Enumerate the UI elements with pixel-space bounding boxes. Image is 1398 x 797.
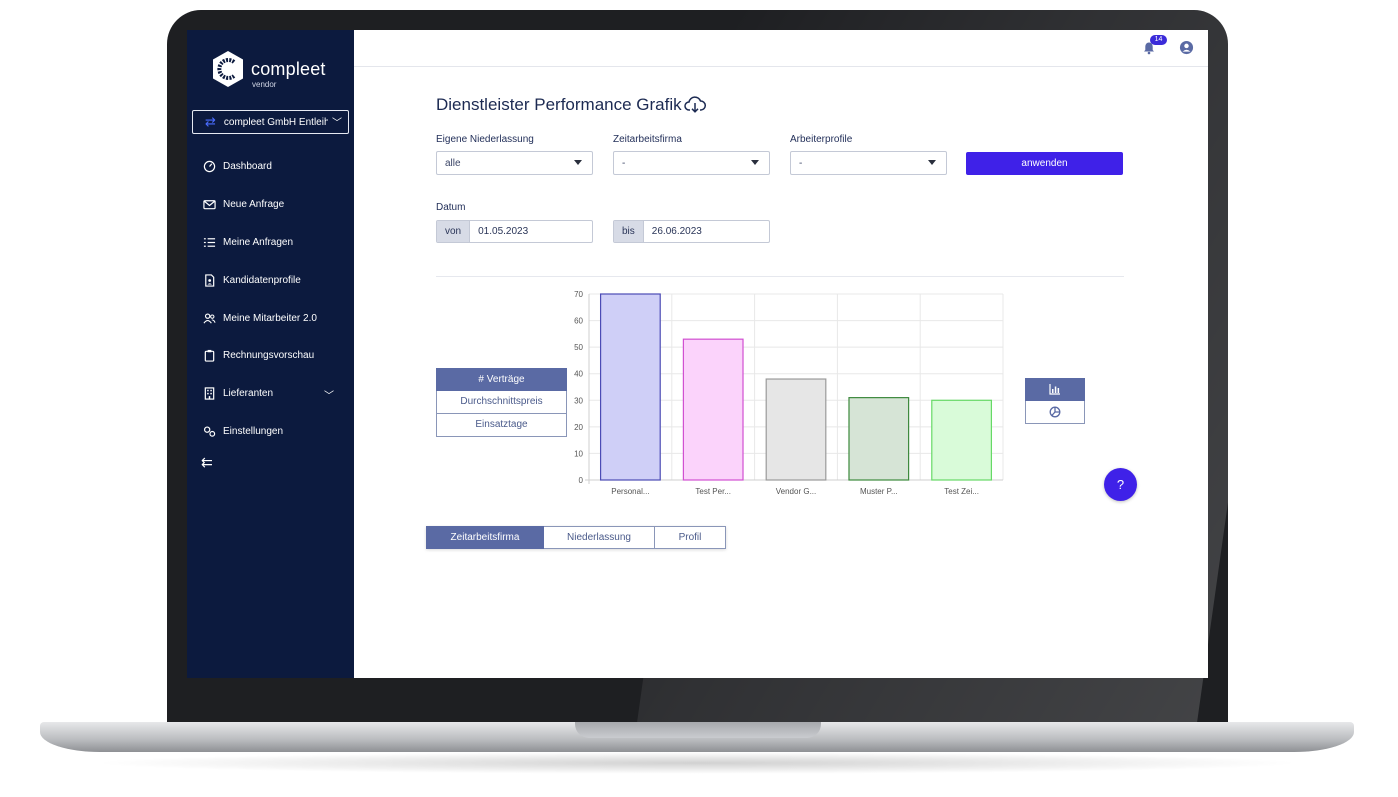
clipboard-icon (204, 350, 215, 363)
apply-button[interactable]: anwenden (966, 152, 1123, 175)
y-tick-label: 60 (574, 317, 583, 326)
y-tick-label: 40 (574, 370, 583, 379)
brand-sub: vendor (252, 80, 277, 89)
company-name: compleet GmbH Entleih (223, 116, 328, 128)
app-screen: compleet vendor ⇄ compleet GmbH Entleih … (187, 30, 1208, 678)
settings-gears-icon (203, 426, 216, 437)
top-bar: 14 (354, 30, 1208, 67)
group-tabs: Zeitarbeitsfirma Niederlassung Profil (426, 526, 726, 549)
caret-down-icon (928, 160, 936, 165)
company-switcher[interactable]: ⇄ compleet GmbH Entleih ﹀ (192, 110, 349, 134)
date-to-input[interactable]: 26.06.2023 (651, 226, 702, 237)
sidebar-item-label: Dashboard (223, 161, 272, 173)
arbeiterprofile-label: Arbeiterprofile (790, 134, 853, 145)
sidebar-item-label: Meine Anfragen (223, 236, 294, 248)
sidebar-item-meine-mitarbeiter[interactable]: Meine Mitarbeiter 2.0 (187, 299, 354, 337)
sidebar-item-kandidatenprofile[interactable]: Kandidatenprofile (187, 261, 354, 299)
swap-arrows-icon: ⇄ (205, 114, 216, 129)
chart-view-toggle (1025, 378, 1085, 424)
sidebar-item-neue-anfrage[interactable]: Neue Anfrage (187, 186, 354, 224)
y-tick-label: 10 (574, 449, 583, 458)
y-tick-label: 20 (574, 423, 583, 432)
brand-name: compleet (251, 59, 326, 79)
list-icon (203, 238, 216, 247)
bar (599, 293, 661, 481)
arbeiterprofile-value: - (799, 158, 803, 169)
laptop-shadow (90, 752, 1304, 774)
sidebar-item-einstellungen[interactable]: Einstellungen (187, 413, 354, 451)
brand-logo[interactable]: compleet vendor (211, 50, 351, 90)
date-to-prefix: bis (614, 221, 644, 242)
datum-label: Datum (436, 202, 466, 213)
date-from-prefix: von (437, 221, 471, 242)
caret-down-icon (574, 160, 582, 165)
metric-tab-vertraege[interactable]: # Verträge (436, 368, 567, 391)
chevron-down-icon: ﹀ (324, 390, 334, 402)
group-tab-profil[interactable]: Profil (655, 526, 726, 549)
chevron-down-icon: ﹀ (332, 118, 342, 129)
y-tick-label: 50 (574, 343, 583, 352)
zeitarbeitsfirma-label: Zeitarbeitsfirma (613, 134, 682, 145)
sidebar-item-label: Meine Mitarbeiter 2.0 (223, 312, 317, 324)
collapse-arrow-icon[interactable]: ⇇ (201, 454, 213, 470)
metric-tab-einsatztage[interactable]: Einsatztage (436, 414, 567, 437)
notification-count-badge: 14 (1150, 35, 1167, 45)
bar (931, 399, 993, 481)
compleet-hex-icon (213, 51, 243, 87)
bar-chart-view-button[interactable] (1025, 378, 1085, 401)
pie-chart-icon (1049, 406, 1061, 418)
sidebar-item-meine-anfragen[interactable]: Meine Anfragen (187, 224, 354, 262)
metric-tabs: # Verträge Durchschnittspreis Einsatztag… (436, 368, 567, 437)
sidebar-item-label: Kandidatenprofile (223, 274, 301, 286)
sidebar: compleet vendor ⇄ compleet GmbH Entleih … (187, 30, 354, 678)
x-tick-label: Test Zei... (944, 487, 979, 496)
y-tick-label: 0 (579, 476, 584, 485)
date-to-group: bis 26.06.2023 (613, 220, 770, 243)
dashboard-gauge-icon (203, 161, 216, 173)
envelope-icon (203, 200, 216, 210)
page-title: Dienstleister Performance Grafik (436, 95, 682, 114)
profile-document-icon (205, 274, 215, 287)
zeitarbeitsfirma-select[interactable]: - (613, 151, 770, 175)
sidebar-item-dashboard[interactable]: Dashboard (187, 148, 354, 186)
niederlassung-select[interactable]: alle (436, 151, 593, 175)
laptop-notch (575, 722, 821, 738)
metric-tab-durchschnittspreis[interactable]: Durchschnittspreis (436, 391, 567, 414)
x-tick-label: Test Per... (695, 487, 731, 496)
sidebar-item-label: Rechnungsvorschau (223, 350, 315, 362)
niederlassung-label: Eigene Niederlassung (436, 134, 534, 145)
notification-bell-icon[interactable] (1142, 41, 1156, 55)
bar-chart-icon (1049, 384, 1060, 395)
building-icon (204, 387, 215, 400)
users-icon (203, 313, 216, 324)
sidebar-item-label: Einstellungen (223, 425, 284, 437)
bar-chart: 0 10 20 30 40 50 60 70 Personal... Test Per... Ven… (574, 290, 1004, 496)
niederlassung-value: alle (445, 158, 461, 169)
x-tick-label: Muster P... (860, 487, 898, 496)
group-tab-zeitarbeitsfirma[interactable]: Zeitarbeitsfirma (426, 526, 544, 549)
sidebar-nav: Dashboard Neue Anfrage Meine Anfragen Ka… (187, 148, 354, 450)
user-account-icon[interactable] (1179, 40, 1194, 55)
sidebar-item-label: Lieferanten (223, 388, 274, 400)
zeitarbeitsfirma-value: - (622, 158, 626, 169)
bar (848, 397, 910, 481)
x-tick-label: Personal... (611, 487, 649, 496)
group-tab-niederlassung[interactable]: Niederlassung (544, 526, 655, 549)
bar (682, 338, 744, 481)
x-tick-label: Vendor G... (776, 487, 816, 496)
date-from-input[interactable]: 01.05.2023 (478, 226, 529, 237)
y-tick-label: 30 (574, 396, 583, 405)
caret-down-icon (751, 160, 759, 165)
sidebar-item-rechnungsvorschau[interactable]: Rechnungsvorschau (187, 337, 354, 375)
y-tick-label: 70 (574, 290, 583, 299)
bar (765, 378, 827, 481)
sidebar-item-label: Neue Anfrage (223, 199, 285, 211)
help-button[interactable]: ? (1104, 468, 1137, 501)
date-from-group: von 01.05.2023 (436, 220, 593, 243)
arbeiterprofile-select[interactable]: - (790, 151, 947, 175)
cloud-download-icon[interactable] (684, 96, 706, 114)
sidebar-item-lieferanten[interactable]: Lieferanten ﹀ (187, 375, 354, 413)
pie-chart-view-button[interactable] (1025, 401, 1085, 424)
section-divider (436, 276, 1124, 277)
